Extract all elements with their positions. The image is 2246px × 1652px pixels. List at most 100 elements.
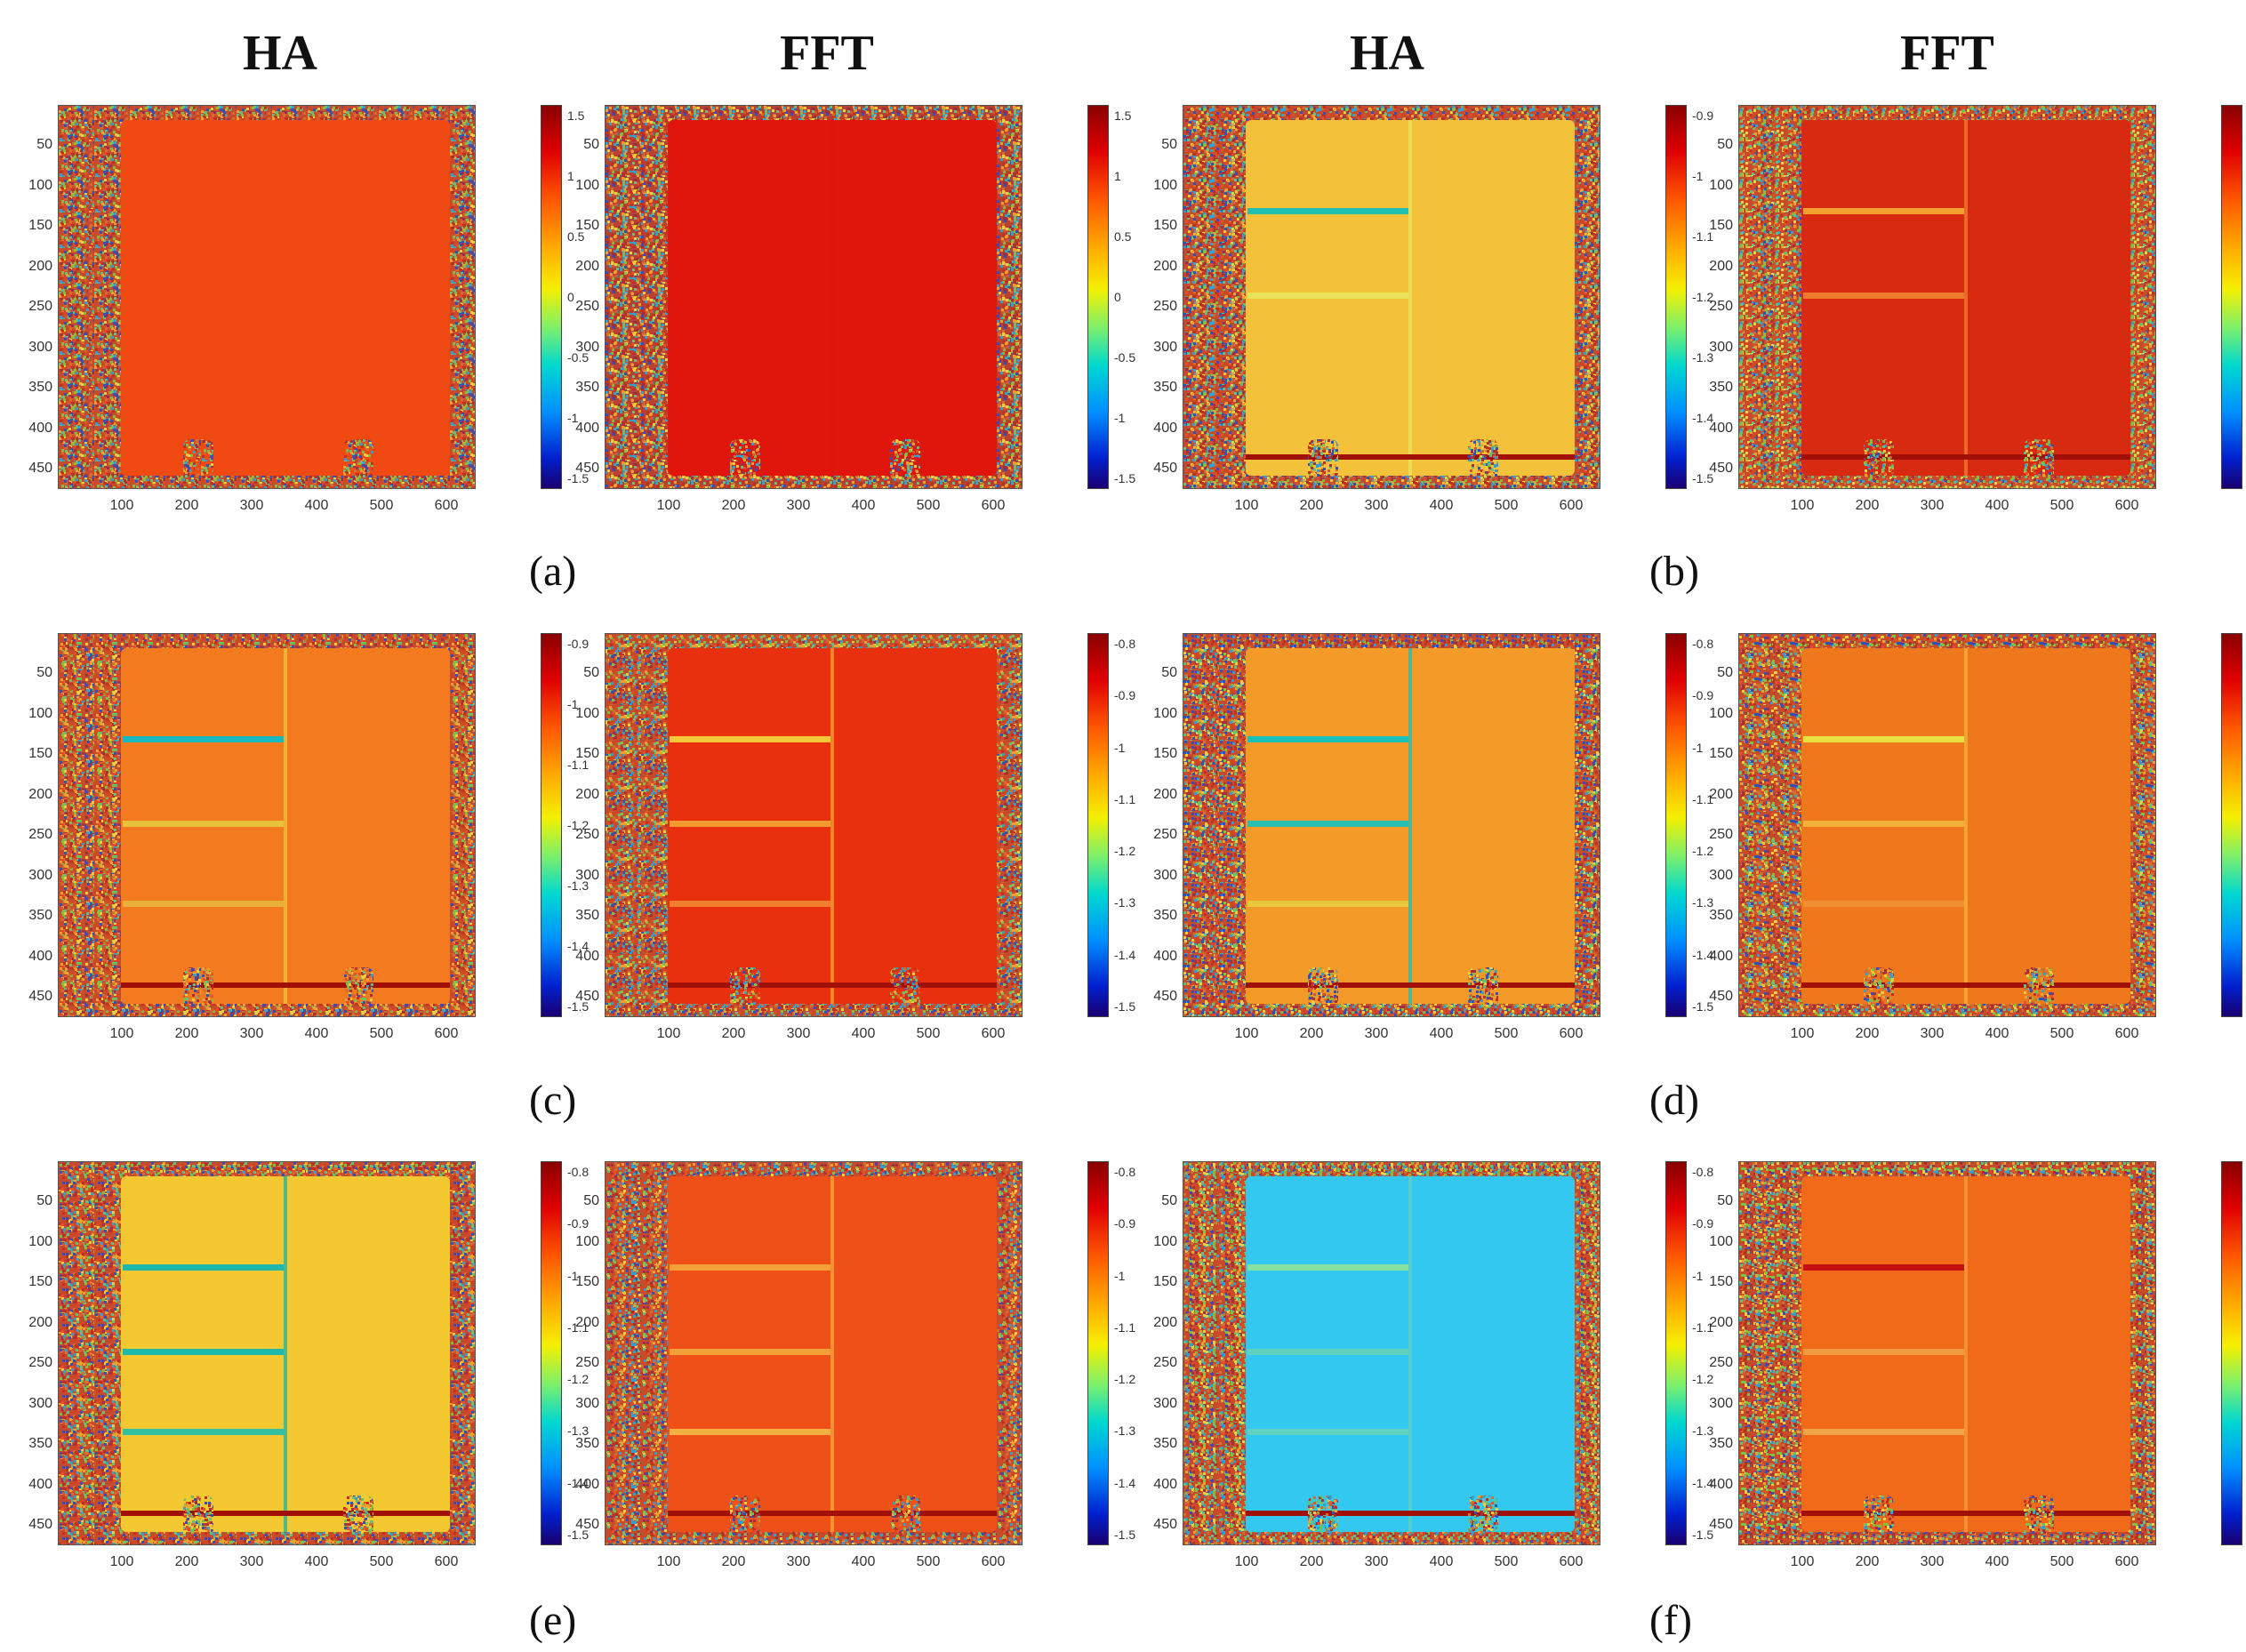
- colorbar-tick-label: -1.5: [1692, 999, 1714, 1014]
- x-tick-label: 400: [304, 1554, 329, 1569]
- colorbar-tick-label: -1.2: [1692, 1372, 1714, 1387]
- y-tick-label: 100: [1709, 177, 1733, 193]
- junction-box-2: [2024, 1496, 2054, 1536]
- defect-line-2: [1247, 293, 1408, 299]
- defect-line-2: [1803, 821, 1964, 827]
- y-tick-label: 50: [36, 665, 52, 680]
- colorbar: [2221, 1161, 2242, 1545]
- x-tick-label: 400: [304, 498, 329, 513]
- bottom-strip: [1246, 1511, 1575, 1516]
- x-tick-label: 300: [786, 498, 811, 513]
- thermal-map-e-fft: [605, 1161, 1023, 1545]
- module-divider: [1964, 1176, 1968, 1532]
- colorbar-tick-label: -1: [567, 1268, 579, 1283]
- panel-label-b: (b): [1649, 548, 1699, 595]
- colorbar-tick-label: -0.8: [1692, 1165, 1714, 1179]
- y-tick-label: 450: [1153, 1517, 1177, 1532]
- y-tick-label: 350: [28, 380, 52, 395]
- y-tick-label: 400: [28, 1476, 52, 1492]
- module-divider: [830, 120, 834, 476]
- y-tick-label: 150: [575, 1274, 599, 1289]
- colorbar: [1665, 633, 1687, 1017]
- y-tick-label: 300: [1153, 339, 1177, 355]
- x-tick-label: 300: [1364, 1026, 1389, 1041]
- colorbar: [2221, 105, 2242, 489]
- x-tick-label: 200: [1855, 1026, 1880, 1041]
- y-tick-label: 100: [575, 705, 599, 721]
- x-tick-label: 300: [1920, 1554, 1945, 1569]
- bottom-strip: [1801, 1511, 2130, 1516]
- x-tick-label: 600: [1559, 498, 1584, 513]
- y-tick-label: 100: [28, 177, 52, 193]
- y-tick-label: 450: [1709, 989, 1733, 1004]
- y-tick-label: 150: [1709, 1274, 1733, 1289]
- junction-box-2: [1468, 439, 1498, 479]
- defect-line-1: [123, 736, 284, 742]
- y-tick-label: 450: [1153, 461, 1177, 476]
- x-tick-label: 600: [434, 498, 459, 513]
- x-tick-label: 300: [786, 1554, 811, 1569]
- y-tick-label: 100: [1153, 705, 1177, 721]
- y-tick-label: 300: [575, 1395, 599, 1411]
- y-tick-label: 250: [1153, 299, 1177, 314]
- y-tick-label: 400: [1709, 420, 1733, 436]
- y-tick-label: 300: [575, 867, 599, 883]
- colorbar: [541, 1161, 562, 1545]
- y-tick-label: 400: [1709, 948, 1733, 964]
- module-divider: [284, 1176, 287, 1532]
- bottom-strip: [1246, 982, 1575, 988]
- bottom-strip: [1246, 454, 1575, 460]
- x-tick-label: 600: [1559, 1026, 1584, 1041]
- x-tick-label: 200: [721, 1554, 746, 1569]
- x-tick-label: 100: [109, 498, 134, 513]
- defect-line-2: [670, 821, 830, 827]
- colorbar-tick-label: -1.4: [1692, 1475, 1714, 1490]
- junction-box-2: [2024, 967, 2054, 1007]
- x-tick-label: 300: [786, 1026, 811, 1041]
- x-tick-label: 200: [174, 1554, 199, 1569]
- header-ha-2: HA: [1350, 26, 1424, 81]
- thermal-map-d-ha: [1183, 633, 1600, 1017]
- colorbar-tick-label: 1.5: [1114, 108, 1132, 123]
- y-tick-label: 200: [28, 786, 52, 802]
- y-tick-label: 450: [575, 989, 599, 1004]
- junction-box-2: [1468, 1496, 1498, 1536]
- y-tick-label: 50: [1161, 137, 1177, 152]
- junction-box-2: [890, 967, 920, 1007]
- colorbar-tick-label: -1.1: [567, 1319, 590, 1335]
- colorbar-tick-label: -1: [1114, 1268, 1126, 1283]
- y-tick-label: 400: [28, 420, 52, 436]
- x-tick-label: 400: [851, 498, 876, 513]
- y-tick-label: 250: [575, 1355, 599, 1370]
- y-tick-label: 200: [1709, 786, 1733, 802]
- colorbar: [1087, 633, 1109, 1017]
- x-tick-label: 400: [304, 1026, 329, 1041]
- colorbar-tick-label: -1.5: [567, 1528, 590, 1542]
- colorbar-tick-label: -1.4: [1114, 947, 1136, 962]
- colorbar-tick-label: -1.3: [1114, 895, 1136, 910]
- y-tick-label: 350: [1709, 908, 1733, 923]
- panel-label-a: (a): [529, 548, 577, 595]
- y-tick-label: 400: [1153, 948, 1177, 964]
- colorbar-tick-label: -1.5: [567, 471, 590, 485]
- defect-line-2: [670, 1349, 830, 1355]
- colorbar-tick-label: -0.9: [1692, 108, 1714, 123]
- colorbar: [1087, 1161, 1109, 1545]
- defect-line-3: [1803, 1429, 1964, 1435]
- defect-line-2: [1247, 1349, 1408, 1355]
- x-tick-label: 200: [721, 1026, 746, 1041]
- defect-line-2: [1803, 293, 1964, 299]
- colorbar: [2221, 633, 2242, 1017]
- junction-box-1: [1308, 967, 1338, 1007]
- thermal-image-svg: [1739, 106, 2155, 488]
- bottom-strip: [668, 1511, 997, 1516]
- y-tick-label: 450: [1709, 461, 1733, 476]
- colorbar-tick-label: -1.4: [1114, 1475, 1136, 1490]
- module-divider: [1408, 120, 1412, 476]
- colorbar-tick-label: -1.2: [1692, 290, 1714, 304]
- panel-label-c: (c): [529, 1077, 577, 1124]
- x-tick-label: 100: [1790, 1554, 1815, 1569]
- junction-box-1: [1308, 439, 1338, 479]
- x-tick-label: 200: [174, 498, 199, 513]
- colorbar-tick-label: 1: [567, 169, 574, 183]
